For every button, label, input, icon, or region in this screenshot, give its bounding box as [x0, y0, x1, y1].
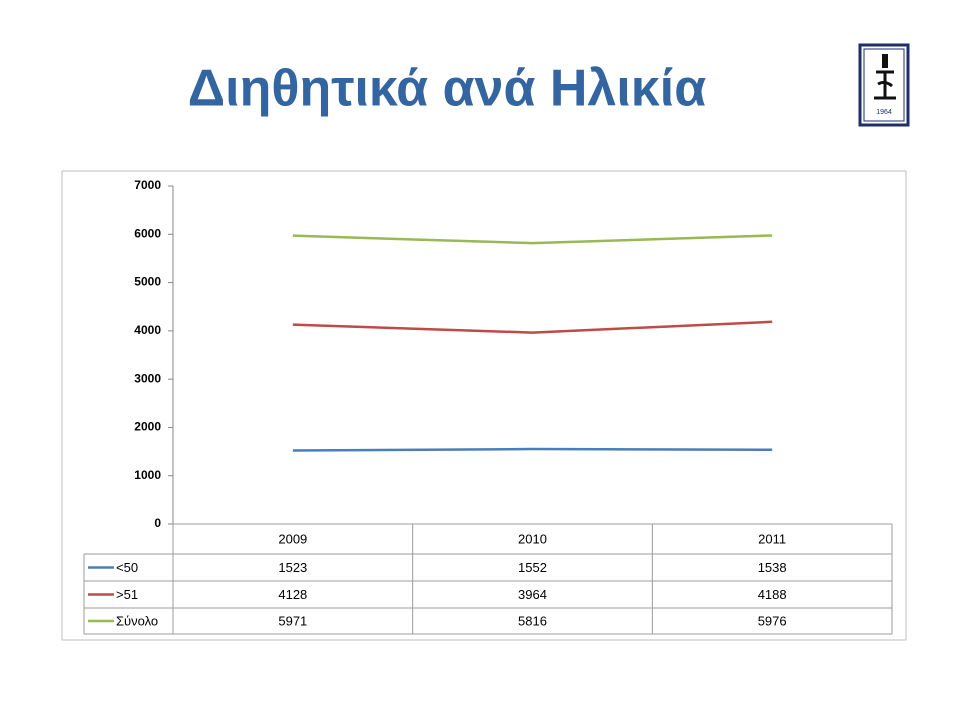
x-tick-label: 2010 [518, 531, 547, 546]
slide-title: Διηθητικά ανά Ηλικία [188, 60, 706, 118]
y-tick-label: 1000 [134, 468, 161, 482]
series-line [292, 234, 773, 245]
x-tick-label: 2009 [278, 531, 307, 546]
legend-label: <50 [116, 560, 138, 575]
series-line [292, 447, 773, 452]
table-value: 1552 [518, 560, 547, 575]
table-value: 5816 [518, 613, 547, 628]
x-tick-label: 2011 [758, 531, 786, 546]
table-value: 3964 [518, 587, 547, 602]
logo-figure [874, 70, 896, 100]
table-value: 4128 [278, 587, 307, 602]
logo: 1964 [858, 43, 910, 127]
table-value: 1523 [278, 560, 307, 575]
y-tick-label: 3000 [134, 371, 161, 385]
y-tick-label: 7000 [134, 178, 161, 192]
logo-inner [863, 48, 905, 122]
logo-figure [882, 54, 888, 68]
chart-area [61, 170, 907, 641]
logo-year: 1964 [876, 109, 892, 116]
table-value: 1538 [758, 560, 787, 575]
table-value: 5971 [278, 613, 307, 628]
y-tick-label: 0 [154, 516, 161, 530]
y-tick-label: 5000 [134, 275, 161, 289]
y-tick-label: 6000 [134, 226, 161, 240]
legend-label: Σύνολο [116, 613, 158, 628]
series-line [292, 320, 773, 334]
table-value: 5976 [758, 613, 787, 628]
table-value: 4188 [758, 587, 787, 602]
y-tick-label: 2000 [134, 420, 161, 434]
legend-label: >51 [116, 587, 138, 602]
y-tick-label: 4000 [134, 323, 161, 337]
